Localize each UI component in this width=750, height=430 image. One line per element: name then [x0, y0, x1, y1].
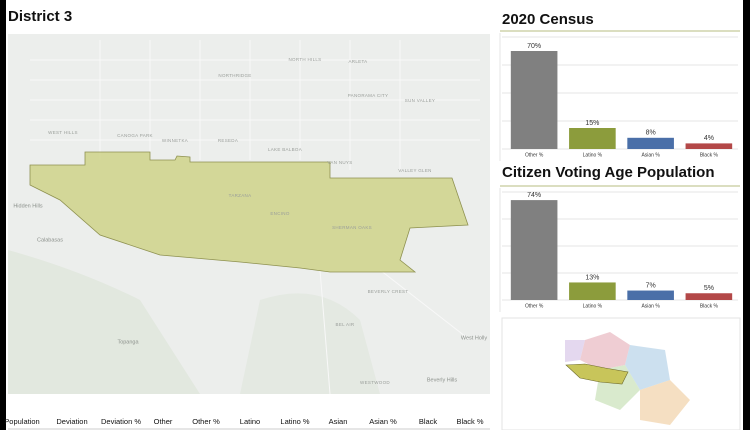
map[interactable]: NORTHRIDGE NORTH HILLS ARLETA PANORAMA CITY…: [8, 34, 490, 395]
map-labels: NORTHRIDGE NORTH HILLS ARLETA PANORAMA CITY…: [13, 57, 487, 385]
value-label: 13%: [585, 274, 599, 281]
map-streets: [30, 40, 480, 395]
map-label: Calabasas: [37, 237, 63, 243]
value-label: 8%: [646, 130, 656, 137]
column-header: Other %: [192, 417, 220, 426]
map-label: NORTHRIDGE: [218, 73, 251, 78]
mini-district: [640, 380, 690, 425]
value-label: 15%: [585, 120, 599, 127]
category-label: Black %: [700, 303, 719, 309]
map-label: ARLETA: [349, 59, 368, 64]
page-title: District 3: [8, 8, 72, 25]
column-header: Black: [419, 417, 438, 426]
map-label: VAN NUYS: [327, 160, 352, 165]
map-label: Topanga: [117, 339, 139, 345]
bar: [685, 143, 733, 149]
column-header: Black %: [456, 417, 483, 426]
mini-district: [580, 332, 630, 370]
column-header: Latino: [240, 417, 260, 426]
map-label: ENCINO: [270, 211, 290, 216]
map-label: RESEDA: [218, 138, 238, 143]
column-header: Other: [154, 417, 173, 426]
bar: [627, 137, 674, 149]
map-hills: [240, 293, 380, 394]
charts: 2020 Census 70% Other % 15% Latino % 8% Asian …: [499, 11, 740, 312]
map-label: WEST HILLS: [48, 130, 78, 135]
map-label: Beverly Hills: [427, 377, 458, 383]
bar: [627, 290, 674, 300]
mini-map[interactable]: [501, 317, 741, 430]
map-label: NORTH HILLS: [289, 57, 322, 62]
category-label: Black %: [700, 152, 719, 158]
column-header: Deviation: [56, 417, 87, 426]
map-label: VALLEY GLEN: [398, 168, 431, 173]
chart-title: 2020 Census: [502, 11, 594, 28]
left-border: [0, 0, 6, 430]
column-header: Deviation %: [101, 417, 141, 426]
category-label: Latino %: [583, 152, 603, 158]
bar: [569, 282, 616, 300]
map-label: SUN VALLEY: [405, 98, 435, 103]
map-label: WESTWOOD: [360, 380, 390, 385]
map-label: West Holly: [461, 335, 487, 341]
map-hills: [8, 250, 200, 394]
value-label: 5%: [704, 285, 714, 292]
value-label: 74%: [527, 192, 541, 199]
map-label: SHERMAN OAKS: [332, 225, 372, 230]
bar: [685, 293, 733, 300]
column-header: Asian %: [369, 417, 397, 426]
district-shape[interactable]: [29, 151, 469, 273]
category-label: Asian %: [641, 152, 660, 158]
map-label: TARZANA: [229, 193, 252, 198]
map-label: WINNETKA: [162, 138, 188, 143]
column-header: Asian: [329, 417, 348, 426]
bar: [569, 128, 616, 149]
bar: [510, 200, 558, 300]
map-label: Hidden Hills: [13, 203, 43, 209]
map-label: LAKE BALBOA: [268, 147, 302, 152]
category-label: Other %: [525, 152, 544, 158]
chart-title: Citizen Voting Age Population: [502, 164, 714, 181]
category-label: Asian %: [641, 303, 660, 309]
category-label: Latino %: [583, 303, 603, 309]
value-label: 70%: [527, 43, 541, 50]
map-label: BEL AIR: [336, 322, 355, 327]
bar: [510, 51, 558, 149]
map-label: BEVERLY CREST: [368, 289, 409, 294]
value-label: 7%: [646, 282, 656, 289]
mini-district: [625, 345, 670, 390]
value-label: 4%: [704, 135, 714, 142]
map-label: CANOGA PARK: [117, 133, 153, 138]
map-label: PANORAMA CITY: [348, 93, 389, 98]
table-header: Population Deviation Deviation % Other Other…: [4, 417, 484, 426]
mini-selected-district: [565, 363, 629, 385]
right-border: [743, 0, 750, 430]
column-header: Latino %: [280, 417, 310, 426]
category-label: Other %: [525, 303, 544, 309]
column-header: Population: [4, 417, 39, 426]
mini-district: [565, 340, 585, 362]
